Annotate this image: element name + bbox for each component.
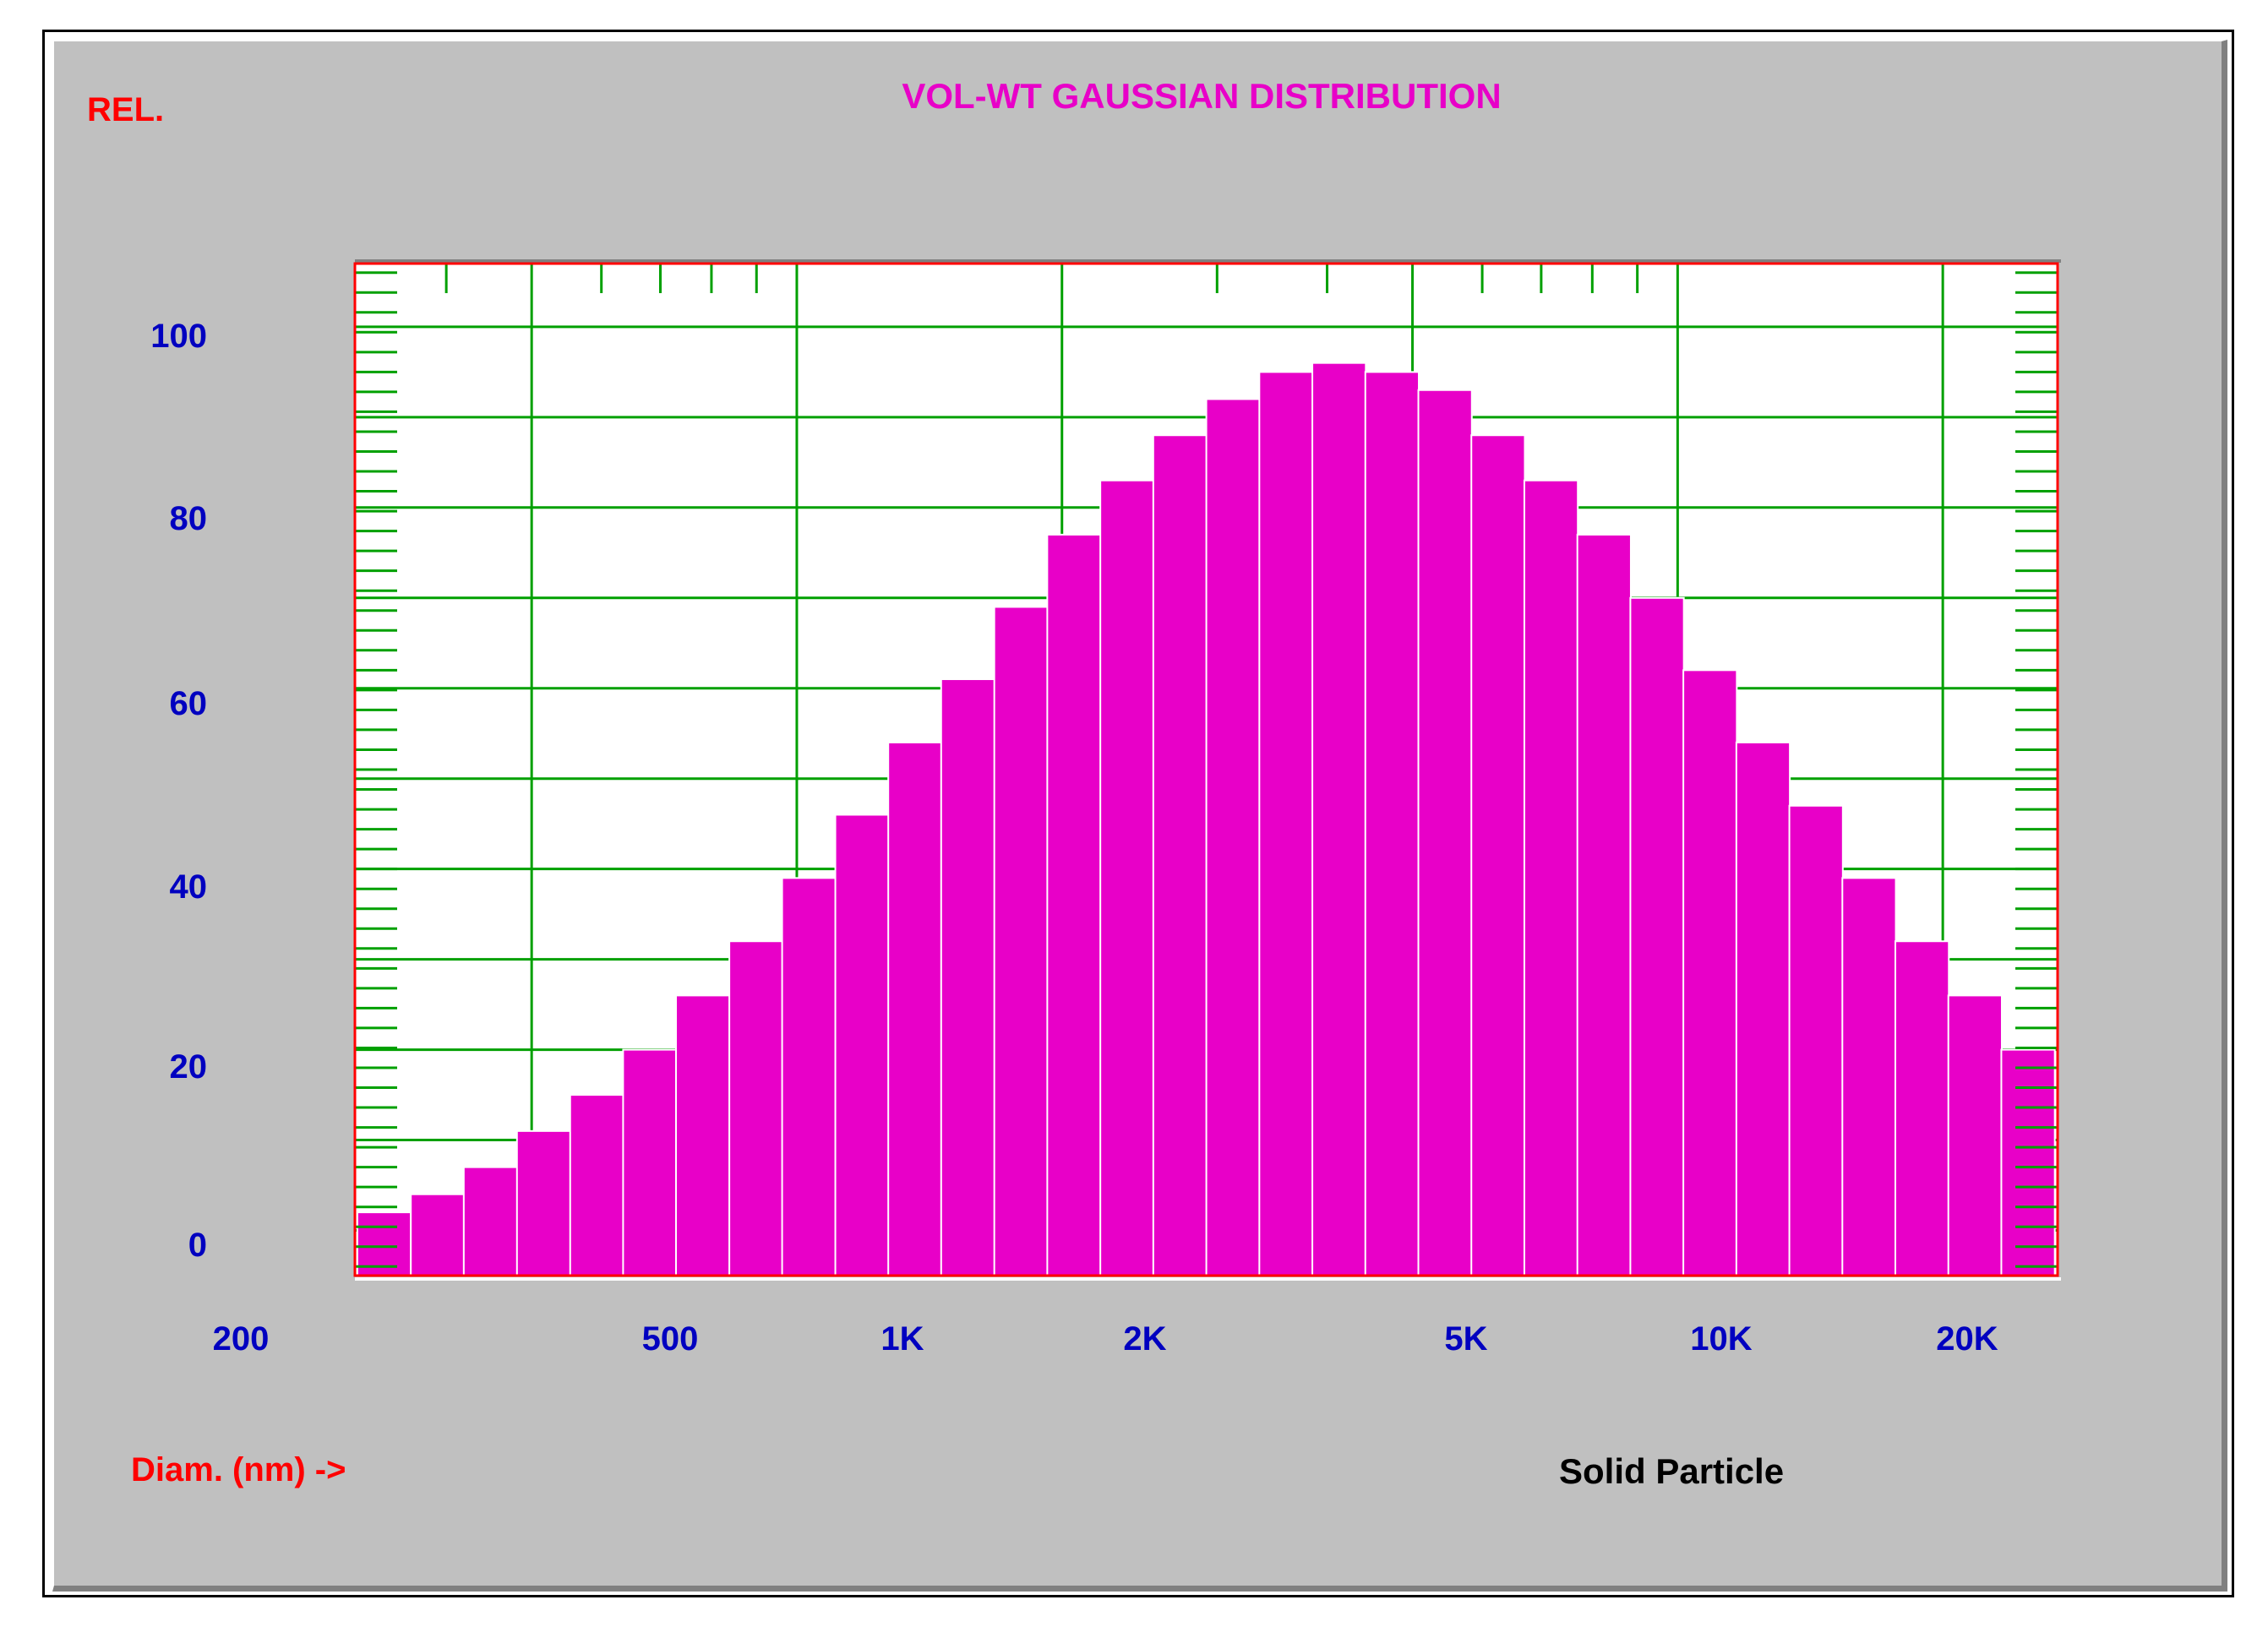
y-tick-label: 60 <box>170 685 208 722</box>
x-tick-label: 10K <box>1690 1320 1752 1358</box>
y-tick-label: 80 <box>170 500 208 537</box>
y-tick-labels: 0 20 40 60 80 100 <box>150 318 207 1264</box>
bar <box>1258 371 1314 1276</box>
bar <box>1682 669 1738 1276</box>
bar <box>569 1094 625 1276</box>
y-tick-label: 20 <box>170 1048 208 1086</box>
bar <box>462 1166 519 1276</box>
bar <box>1841 877 1897 1277</box>
bar <box>1947 994 2003 1277</box>
bar <box>410 1193 466 1277</box>
x-axis-label: Diam. (nm) -> <box>131 1451 346 1488</box>
x-tick-label: 2K <box>1123 1320 1166 1358</box>
sample-type-label: Solid Particle <box>1559 1451 1785 1491</box>
bar <box>1311 362 1367 1276</box>
bar <box>834 814 890 1276</box>
y-tick-label: 0 <box>188 1227 207 1264</box>
bar <box>1735 741 1791 1276</box>
bar <box>622 1048 678 1276</box>
bar <box>940 678 996 1276</box>
bar <box>887 741 943 1276</box>
y-tick-label: 40 <box>170 868 208 906</box>
axis-ticks <box>355 259 2061 1281</box>
bar <box>1152 434 1208 1276</box>
bar <box>1576 533 1632 1276</box>
bar <box>2000 1048 2056 1276</box>
bar <box>728 940 784 1277</box>
x-tick-label: 20K <box>1936 1320 1998 1358</box>
bar <box>993 606 1049 1276</box>
bar <box>1417 389 1473 1276</box>
bar <box>1629 596 1685 1276</box>
bar <box>1523 479 1579 1276</box>
bar <box>675 994 731 1277</box>
x-tick-label: 5K <box>1444 1320 1487 1358</box>
bar <box>1046 533 1102 1276</box>
bar <box>1364 371 1420 1276</box>
x-tick-label: 200 <box>213 1320 270 1358</box>
bar <box>1894 940 1950 1277</box>
bars <box>356 362 2056 1277</box>
bar <box>515 1129 572 1277</box>
bar <box>1205 398 1261 1277</box>
chart-title: VOL-WT GAUSSIAN DISTRIBUTION <box>902 76 1502 116</box>
bar <box>1788 804 1844 1276</box>
y-axis-label: REL. <box>87 91 165 128</box>
x-tick-label: 1K <box>880 1320 924 1358</box>
x-tick-label: 500 <box>642 1320 699 1358</box>
bar <box>1470 434 1526 1276</box>
bar <box>781 877 837 1277</box>
bar <box>1099 479 1155 1276</box>
plot-border <box>353 262 2059 1277</box>
x-tick-labels: 200 500 1K 2K 5K 10K 20K <box>213 1320 1998 1358</box>
y-tick-label: 100 <box>150 318 207 355</box>
